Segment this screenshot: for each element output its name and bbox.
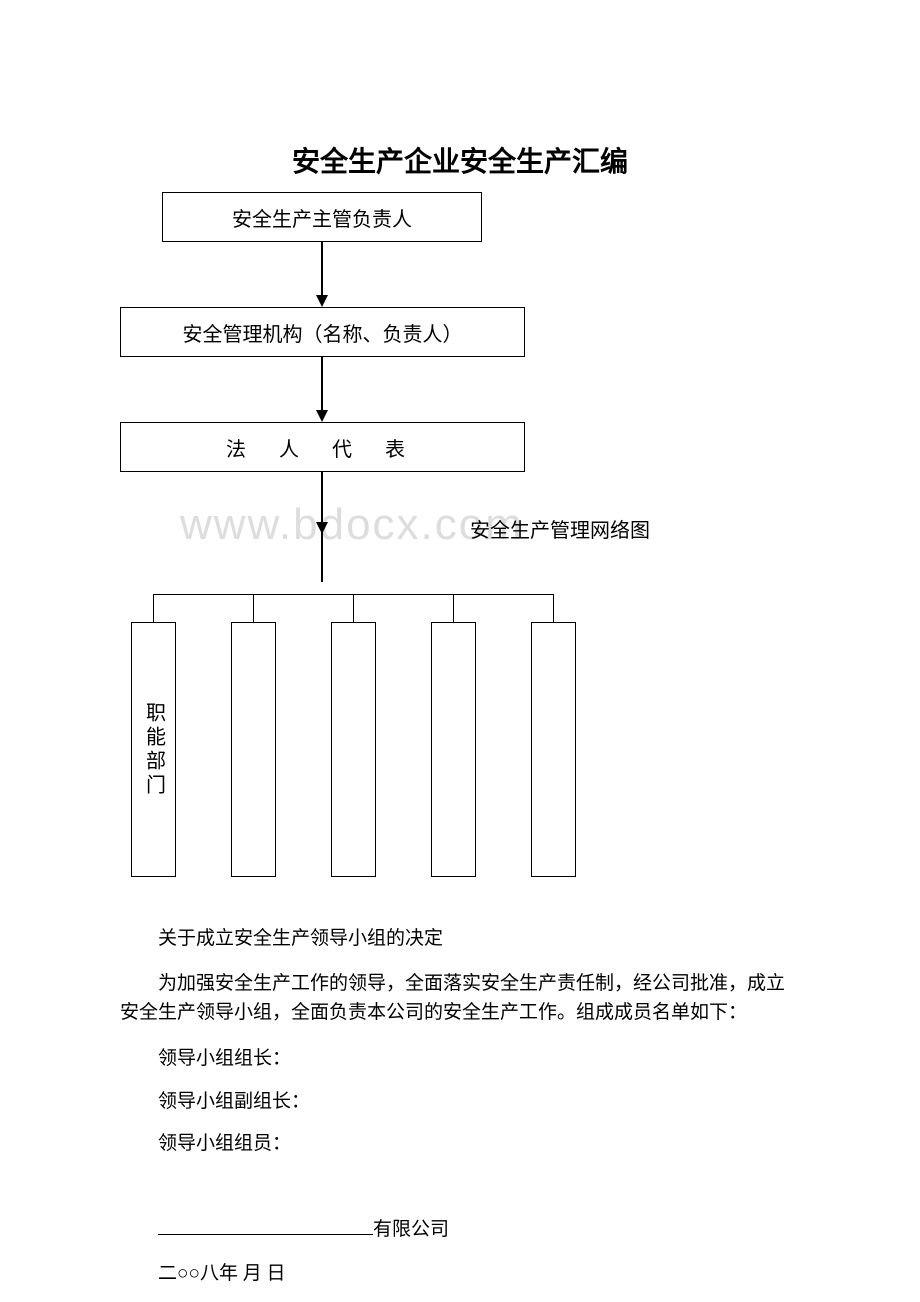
branch-vertical-3 — [353, 594, 354, 622]
flow-edge-1-line — [321, 242, 323, 295]
flowchart-container: 安全生产主管负责人 安全管理机构（名称、负责人） 法 人 代 表 安全生产管理网… — [120, 192, 800, 882]
flow-edge-2-line — [321, 357, 323, 410]
page-title: 安全生产企业安全生产汇编 — [0, 140, 920, 180]
branch-vertical-5 — [553, 594, 554, 622]
dept-label-1: 职能部门 — [141, 702, 167, 798]
dept-box-2 — [231, 622, 276, 877]
company-suffix: 有限公司 — [373, 1219, 449, 1240]
flow-edge-3-arrow — [316, 522, 328, 534]
dept-box-1: 职能部门 — [131, 622, 176, 877]
section-heading: 关于成立安全生产领导小组的决定 — [120, 925, 800, 954]
dept-box-3 — [331, 622, 376, 877]
flowchart-side-label: 安全生产管理网络图 — [470, 514, 650, 543]
flow-edge-2-arrow — [316, 410, 328, 422]
company-blank-underline — [158, 1234, 373, 1235]
flow-node-supervisor: 安全生产主管负责人 — [162, 192, 482, 242]
line-leader: 领导小组组长： — [120, 1045, 800, 1074]
company-line: 有限公司 — [120, 1216, 800, 1245]
branch-vertical-1 — [153, 594, 154, 622]
flow-node-legal-rep: 法 人 代 表 — [120, 422, 525, 472]
line-member: 领导小组组员： — [120, 1130, 800, 1159]
branch-vertical-2 — [253, 594, 254, 622]
flow-node-org: 安全管理机构（名称、负责人） — [120, 307, 525, 357]
line-vice-leader: 领导小组副组长： — [120, 1088, 800, 1117]
dept-box-5 — [531, 622, 576, 877]
date-line: 二○○八年 月 日 — [120, 1260, 800, 1289]
dept-box-4 — [431, 622, 476, 877]
flow-edge-1-arrow — [316, 295, 328, 307]
paragraph-intro: 为加强安全生产工作的领导，全面落实安全生产责任制，经公司批准，成立安全生产领导小… — [120, 970, 800, 1027]
branch-vertical-4 — [453, 594, 454, 622]
